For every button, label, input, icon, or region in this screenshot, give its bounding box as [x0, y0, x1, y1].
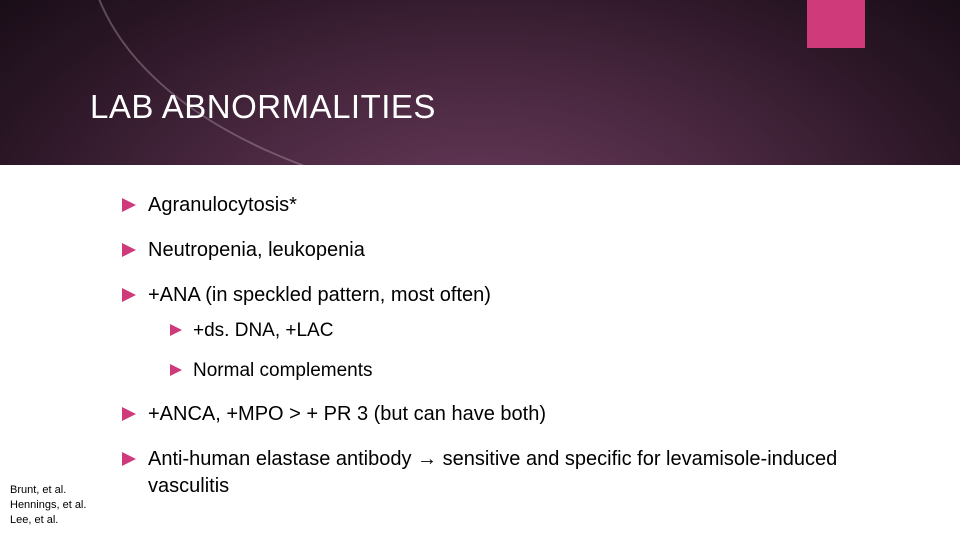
list-item: Agranulocytosis* [122, 192, 892, 219]
bullet-icon [122, 198, 136, 212]
list-item: +ANCA, +MPO > + PR 3 (but can have both) [122, 401, 892, 428]
bullet-icon [170, 364, 182, 376]
sub-bullet-text: Normal complements [193, 359, 373, 384]
bullet-icon [170, 324, 182, 336]
citation-line: Brunt, et al. [10, 483, 86, 498]
citations: Brunt, et al. Hennings, et al. Lee, et a… [10, 483, 86, 528]
sub-list-item: Normal complements [170, 359, 892, 384]
citation-line: Hennings, et al. [10, 498, 86, 513]
sub-list: +ds. DNA, +LAC Normal complements [170, 319, 892, 383]
citation-line: Lee, et al. [10, 513, 86, 528]
accent-tab [807, 0, 865, 48]
bullet-text: Anti-human elastase antibody → sensitive… [148, 446, 892, 500]
list-item: Neutropenia, leukopenia [122, 237, 892, 264]
bullet-text: Agranulocytosis* [148, 192, 297, 219]
sub-list-item: +ds. DNA, +LAC [170, 319, 892, 344]
bullet-text: +ANCA, +MPO > + PR 3 (but can have both) [148, 401, 546, 428]
bullet-list: Agranulocytosis* Neutropenia, leukopenia… [122, 192, 892, 500]
sub-bullet-text: +ds. DNA, +LAC [193, 319, 333, 344]
list-item: Anti-human elastase antibody → sensitive… [122, 446, 892, 500]
content-area: Agranulocytosis* Neutropenia, leukopenia… [122, 192, 892, 518]
bullet-text: +ANA (in speckled pattern, most often) [148, 282, 491, 309]
bullet-icon [122, 452, 136, 466]
bullet-text: Neutropenia, leukopenia [148, 237, 365, 264]
bullet-icon [122, 288, 136, 302]
list-item: +ANA (in speckled pattern, most often) +… [122, 282, 892, 383]
slide-title: LAB ABNORMALITIES [90, 88, 436, 126]
bullet-icon [122, 407, 136, 421]
bullet-icon [122, 243, 136, 257]
